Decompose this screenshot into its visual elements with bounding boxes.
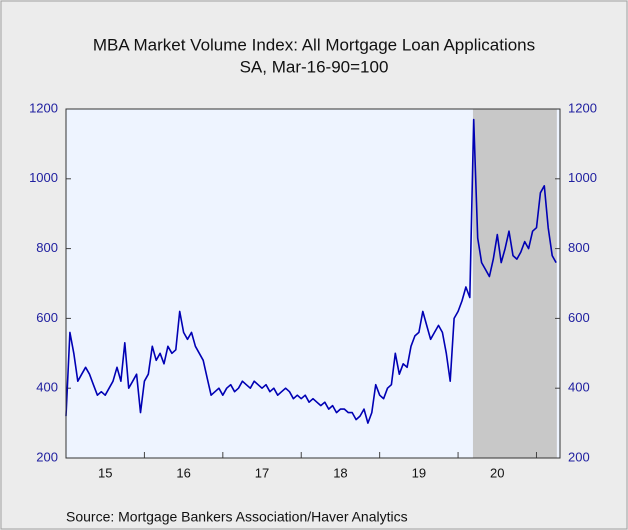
y-tick-label: 200 xyxy=(36,449,58,464)
y2-tick-label: 800 xyxy=(568,240,590,255)
y-tick-label: 1200 xyxy=(29,100,58,115)
x-tick-label: 20 xyxy=(490,465,504,480)
y2-tick-label: 1200 xyxy=(568,100,597,115)
x-tick-label: 19 xyxy=(412,465,426,480)
plot-border xyxy=(65,108,561,459)
shaded-period xyxy=(472,109,557,458)
source: Source: Mortgage Bankers Association/Hav… xyxy=(66,509,408,525)
chart-title: MBA Market Volume Index: All Mortgage Lo… xyxy=(93,35,535,54)
y2-tick-label: 1000 xyxy=(568,170,597,185)
x-tick-label: 18 xyxy=(333,465,347,480)
y-tick-label: 800 xyxy=(36,240,58,255)
x-tick-label: 16 xyxy=(176,465,190,480)
y2-tick-label: 400 xyxy=(568,380,590,395)
y-tick-label: 1000 xyxy=(29,170,58,185)
y-tick-label: 400 xyxy=(36,380,58,395)
x-tick-label: 15 xyxy=(98,465,112,480)
data-line xyxy=(65,118,557,424)
chart-subtitle: SA, Mar-16-90=100 xyxy=(240,57,389,76)
y2-tick-label: 200 xyxy=(568,449,590,464)
x-tick-label: 17 xyxy=(255,465,269,480)
y-tick-label: 600 xyxy=(36,310,58,325)
y2-tick-label: 600 xyxy=(568,310,590,325)
